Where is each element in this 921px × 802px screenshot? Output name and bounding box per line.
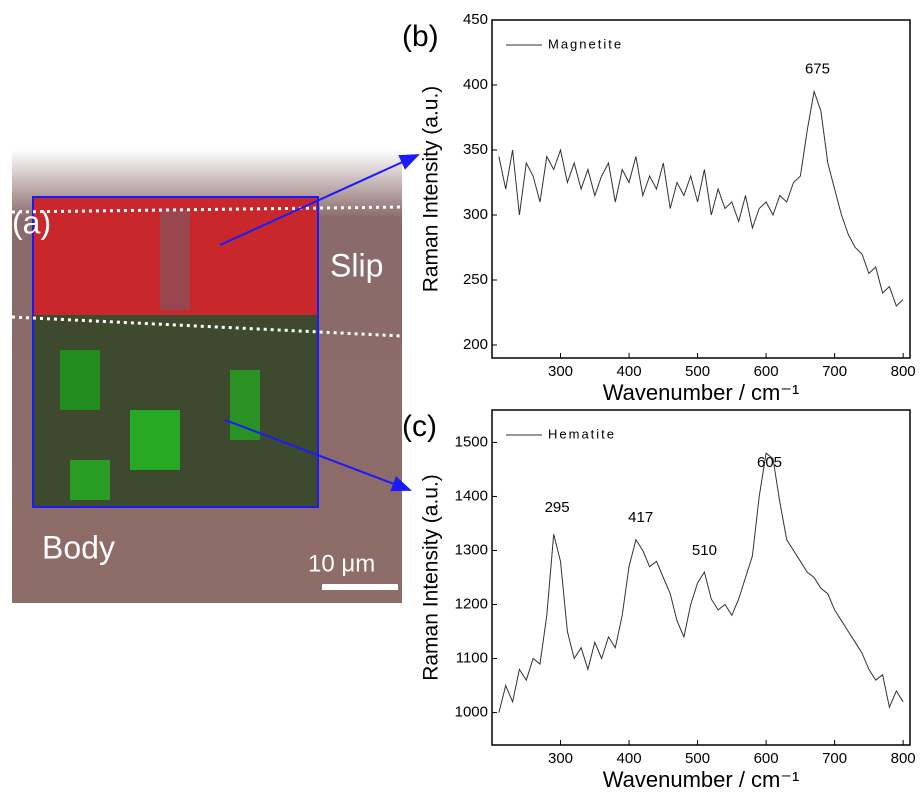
x-tick-label: 300 [548,363,573,380]
y-tick-label: 400 [463,76,488,93]
scale-bar [322,584,398,590]
panel-label: (a) [12,204,51,240]
green-patch [130,410,180,470]
y-tick-label: 250 [463,271,488,288]
peak-label: 295 [545,499,570,516]
y-axis-label: Raman Intensity (a.u.) [420,86,443,293]
arrow [224,419,412,492]
x-axis-label: Wavenumber / cm⁻¹ [603,380,800,405]
legend-label: Hematite [548,426,616,441]
region-label: Body [42,529,115,565]
y-tick-label: 1300 [455,541,488,558]
x-tick-label: 300 [548,750,573,767]
peak-label: 675 [805,60,830,77]
x-tick-label: 700 [822,363,847,380]
legend-label: Magnetite [548,36,623,51]
x-tick-label: 600 [754,363,779,380]
y-tick-label: 1200 [455,595,488,612]
x-tick-label: 500 [685,363,710,380]
x-axis-label: Wavenumber / cm⁻¹ [603,767,800,792]
green-patch [70,460,110,500]
y-axis-label: Raman Intensity (a.u.) [420,474,443,681]
peak-label: 417 [628,509,653,526]
map-frame [32,196,319,508]
green-patch [60,350,100,410]
plot-frame [491,19,911,359]
x-tick-label: 500 [685,750,710,767]
x-tick-label: 400 [617,750,642,767]
y-tick-label: 450 [463,11,488,28]
spectrum-line [498,452,904,713]
plot-frame [491,409,911,746]
green-patch [230,370,260,440]
spectrum-line [498,89,904,307]
arrow [219,154,420,246]
y-tick-label: 1400 [455,487,488,504]
panel-label: (b) [402,20,439,53]
y-tick-label: 1100 [456,650,488,667]
peak-label: 510 [692,542,717,559]
boundary-line [11,315,403,338]
x-tick-label: 600 [754,750,779,767]
region-label: Slip [330,247,383,283]
scale-label: 10 μm [308,550,375,577]
x-tick-label: 800 [891,750,916,767]
x-tick-label: 700 [822,750,847,767]
x-tick-label: 800 [891,363,916,380]
y-tick-label: 350 [463,141,488,158]
x-tick-label: 400 [617,363,642,380]
gray-patch [160,210,190,310]
boundary-line [11,205,403,214]
peak-label: 605 [757,454,782,471]
y-tick-label: 200 [463,336,488,353]
y-tick-label: 300 [463,206,488,223]
y-tick-label: 1500 [455,433,488,450]
micrograph: (a) Slip Body 10 μm [11,150,420,603]
panel-label: (c) [402,410,437,443]
y-tick-label: 1000 [455,704,488,721]
